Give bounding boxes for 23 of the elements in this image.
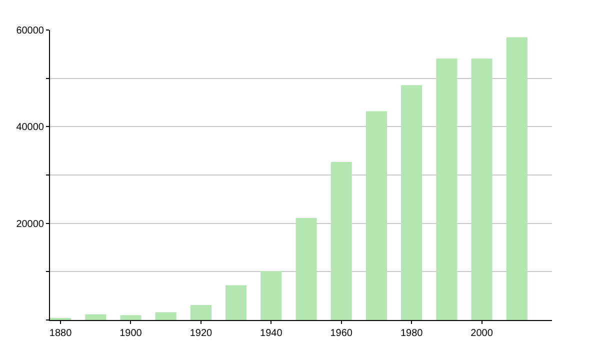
x-tick-label: 2000 <box>470 328 494 339</box>
bar <box>120 315 142 320</box>
x-tick-label: 1980 <box>400 328 424 339</box>
bar <box>330 162 352 320</box>
x-tick-label: 1920 <box>190 328 213 339</box>
x-tick-label: 1960 <box>330 328 353 339</box>
bar <box>155 312 176 320</box>
y-tick-label: 20000 <box>16 218 44 230</box>
y-tick-label: 40000 <box>16 122 44 134</box>
bar <box>506 37 528 320</box>
x-tick-label: 1900 <box>120 328 142 339</box>
bar <box>366 111 388 320</box>
bar <box>471 58 492 320</box>
x-tick-label: 1940 <box>260 328 283 339</box>
bar <box>226 285 247 320</box>
bar <box>260 271 282 320</box>
bar <box>436 58 458 320</box>
bar <box>296 218 317 320</box>
x-tick-label: 1880 <box>49 328 72 339</box>
bar <box>401 85 422 320</box>
y-tick-label: 60000 <box>16 26 44 36</box>
bar <box>85 314 106 320</box>
bar <box>190 305 212 320</box>
